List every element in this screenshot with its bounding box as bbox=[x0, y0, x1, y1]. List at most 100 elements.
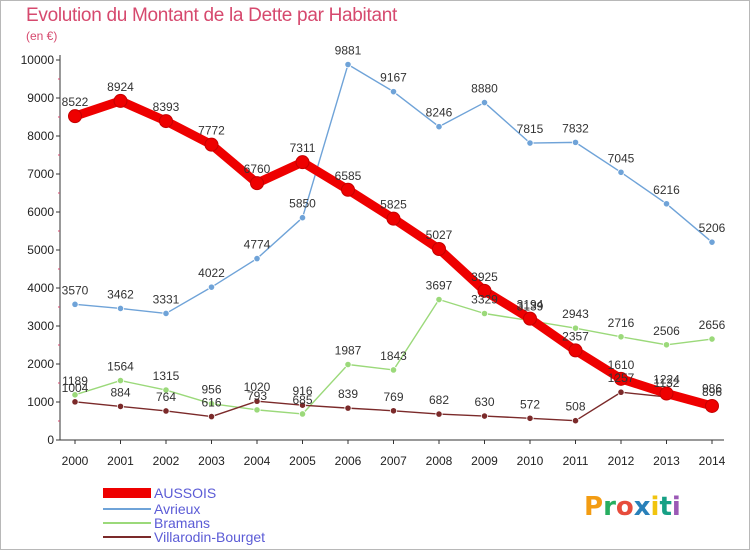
data-point bbox=[207, 412, 216, 421]
data-point bbox=[204, 137, 219, 152]
data-point bbox=[344, 360, 352, 369]
data-label: 1132 bbox=[654, 376, 680, 390]
data-point bbox=[207, 283, 216, 291]
data-label: 4774 bbox=[244, 238, 271, 252]
data-label: 3194 bbox=[517, 298, 544, 312]
data-point bbox=[253, 254, 261, 263]
data-label: 8246 bbox=[426, 106, 453, 120]
data-label: 572 bbox=[520, 397, 540, 411]
data-point bbox=[480, 309, 489, 318]
data-point bbox=[617, 168, 625, 176]
data-label: 3139 bbox=[517, 300, 544, 314]
y-tick-label: 10000 bbox=[21, 53, 55, 67]
data-point bbox=[116, 402, 125, 411]
data-label: 685 bbox=[292, 393, 312, 407]
data-label: 3925 bbox=[471, 270, 498, 284]
logo-letter: t bbox=[659, 492, 671, 522]
legend-label: Bramans bbox=[154, 515, 210, 531]
data-label: 682 bbox=[429, 393, 449, 407]
x-tick-label: 2005 bbox=[289, 454, 316, 468]
data-point bbox=[389, 407, 398, 415]
data-label: 4022 bbox=[198, 266, 225, 280]
data-label: 7311 bbox=[290, 141, 316, 155]
x-tick-label: 2010 bbox=[517, 454, 544, 468]
data-label: 896 bbox=[702, 385, 722, 399]
data-label: 2357 bbox=[562, 329, 589, 343]
data-label: 1257 bbox=[608, 371, 635, 385]
y-tick-label: 7000 bbox=[27, 167, 54, 181]
x-tick-label: 2000 bbox=[62, 454, 89, 468]
x-tick-label: 2013 bbox=[653, 454, 680, 468]
data-label: 1315 bbox=[153, 369, 180, 383]
data-point bbox=[662, 200, 671, 208]
legend-label: AUSSOIS bbox=[154, 485, 216, 501]
data-label: 2656 bbox=[699, 318, 726, 332]
data-label: 9167 bbox=[380, 71, 407, 85]
data-label: 916 bbox=[292, 384, 312, 398]
y-tick-label: 1000 bbox=[27, 395, 54, 409]
data-point bbox=[662, 341, 671, 349]
data-label: 6585 bbox=[335, 169, 362, 183]
series-layer bbox=[68, 60, 719, 425]
data-label: 2506 bbox=[653, 324, 680, 338]
data-label: 5027 bbox=[426, 228, 453, 242]
data-point bbox=[435, 123, 443, 131]
x-tick-label: 2011 bbox=[563, 454, 589, 468]
x-tick-label: 2004 bbox=[244, 454, 271, 468]
data-labels: 8522 8924 8393 7772 6760 7311 6585 5825 5027 3925… bbox=[62, 44, 726, 414]
logo-letter: i bbox=[651, 492, 660, 522]
data-label: 1189 bbox=[62, 374, 88, 388]
data-point bbox=[162, 407, 170, 415]
data-point bbox=[705, 398, 719, 413]
data-label: 8924 bbox=[107, 80, 134, 94]
data-point bbox=[253, 397, 261, 405]
data-point bbox=[159, 114, 173, 129]
data-label: 7832 bbox=[562, 121, 589, 135]
data-label: 9881 bbox=[335, 44, 362, 58]
data-label: 1224 bbox=[653, 372, 680, 386]
data-label: 839 bbox=[338, 387, 358, 401]
logo-letter: x bbox=[634, 492, 651, 522]
data-point bbox=[432, 241, 446, 256]
legend-label: Villarodin-Bourget bbox=[154, 529, 265, 545]
data-label: 8393 bbox=[153, 100, 180, 114]
logo-letter: r bbox=[603, 492, 616, 522]
data-point bbox=[71, 391, 79, 399]
data-point bbox=[344, 404, 352, 412]
data-label: 1020 bbox=[244, 380, 271, 394]
data-point bbox=[571, 417, 580, 425]
data-point bbox=[477, 283, 492, 298]
data-point bbox=[344, 60, 352, 69]
data-point bbox=[389, 88, 398, 96]
y-tick-label: 5000 bbox=[27, 243, 54, 257]
data-point bbox=[708, 238, 716, 246]
data-point bbox=[295, 155, 310, 170]
axes: 0 1000 2000 3000 4000 5000 6000 7000 8000 9000 100… bbox=[21, 53, 726, 468]
data-label: 3697 bbox=[426, 279, 453, 293]
y-tick-label: 2000 bbox=[27, 357, 54, 371]
data-label: 1843 bbox=[380, 349, 407, 363]
legend-label: Avrieux bbox=[154, 501, 200, 517]
data-label: 5825 bbox=[380, 198, 407, 212]
data-point bbox=[116, 304, 125, 313]
y-tick-label: 6000 bbox=[27, 205, 54, 219]
x-tick-label: 2009 bbox=[471, 454, 498, 468]
data-point bbox=[298, 401, 307, 409]
x-tick-label: 2001 bbox=[107, 454, 134, 468]
data-label: 764 bbox=[156, 390, 176, 404]
data-point bbox=[71, 300, 79, 308]
data-label: 769 bbox=[383, 390, 403, 404]
data-label: 2716 bbox=[608, 316, 635, 330]
data-label: 7045 bbox=[608, 151, 635, 165]
data-point bbox=[708, 335, 716, 343]
y-tick-label: 3000 bbox=[27, 319, 54, 333]
data-point bbox=[523, 311, 537, 326]
data-label: 3570 bbox=[62, 283, 89, 297]
data-point bbox=[571, 138, 580, 146]
x-tick-label: 2008 bbox=[426, 454, 453, 468]
data-label: 6216 bbox=[653, 183, 680, 197]
x-tick-label: 2012 bbox=[608, 454, 635, 468]
data-label: 7772 bbox=[198, 124, 225, 138]
